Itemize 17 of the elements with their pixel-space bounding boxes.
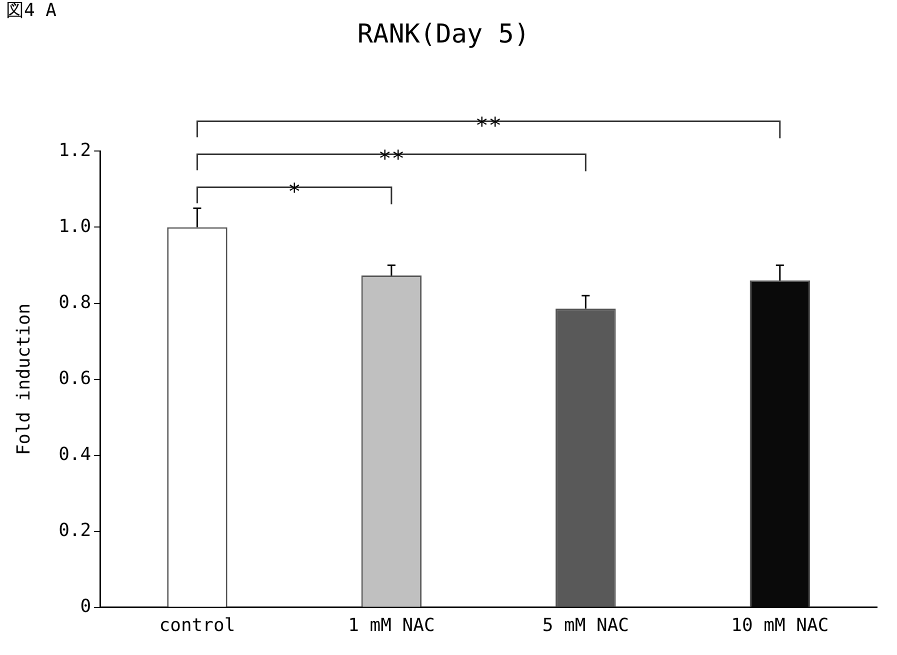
- x-tick-label: control: [159, 614, 236, 636]
- annotation: *: [288, 180, 301, 206]
- y-tick-label: 0.4: [58, 444, 92, 466]
- y-axis-title: Fold induction: [13, 303, 34, 456]
- y-tick-label: 0.6: [58, 368, 92, 389]
- annotation: **: [378, 147, 405, 172]
- y-tick-label: 0.8: [58, 292, 92, 313]
- text: **: [475, 114, 502, 140]
- chart-title: RANK(Day 5): [357, 19, 530, 50]
- y-tick-label: 0.2: [58, 520, 92, 542]
- y-tick-label: 1.0: [58, 216, 92, 237]
- y-tick-label: 1.2: [58, 140, 92, 161]
- x-tick-label: 10 mM NAC: [731, 614, 829, 636]
- y-tick-label: 0: [80, 596, 92, 618]
- x-tick-label: 1 mM NAC: [348, 614, 435, 636]
- x-tick-label: 5 mM NAC: [542, 614, 630, 636]
- caption: 図4 A: [6, 0, 57, 21]
